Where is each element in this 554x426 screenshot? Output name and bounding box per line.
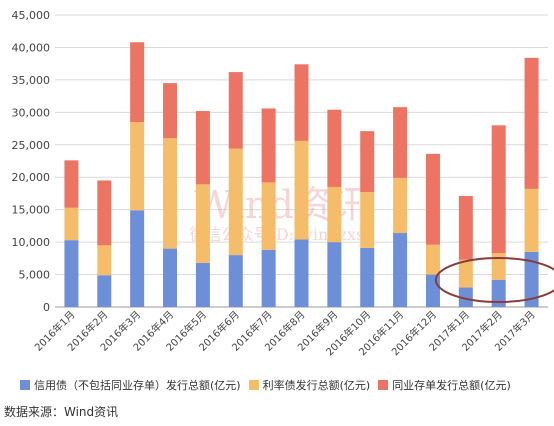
bar-segment-rate: [130, 122, 145, 211]
bar-segment-credit: [163, 248, 178, 307]
bar-segment-ncd: [327, 109, 342, 187]
bar-segment-ncd: [163, 83, 178, 139]
bar-segment-rate: [393, 177, 408, 234]
legend: 信用债（不包括同业存单）发行总额(亿元) 利率债发行总额(亿元) 同业存单发行总…: [20, 377, 550, 393]
watermark-title: Wind资讯: [194, 183, 369, 227]
bar-segment-ncd: [393, 107, 408, 178]
bar-segment-credit: [130, 210, 145, 307]
legend-item-ncd: 同业存单发行总额(亿元): [378, 377, 511, 393]
bar-segment-credit: [524, 251, 539, 307]
bar-segment-credit: [425, 274, 440, 307]
bar-segment-credit: [64, 240, 79, 307]
bar-segment-ncd: [360, 131, 375, 193]
bar-segment-ncd: [425, 153, 440, 245]
bar-segment-ncd: [524, 57, 539, 189]
bar-segment-rate: [163, 138, 178, 249]
bar-segment-rate: [360, 192, 375, 248]
bar-segment-rate: [294, 140, 309, 240]
bar-segment-credit: [491, 279, 506, 307]
legend-item-credit: 信用债（不包括同业存单）发行总额(亿元): [20, 377, 241, 393]
bar-segment-ncd: [97, 180, 112, 246]
y-tick-label: 25,000: [12, 139, 51, 152]
y-tick-label: 15,000: [12, 204, 51, 217]
bar-segment-rate: [261, 182, 276, 250]
y-tick-label: 5,000: [19, 269, 51, 282]
annotation-ellipse: [434, 257, 554, 303]
bar-segment-credit: [228, 255, 243, 307]
bar-segment-credit: [327, 242, 342, 307]
watermark-subtitle: 微信公众号ID: windzxsh: [190, 225, 375, 244]
bar-segment-credit: [393, 233, 408, 307]
bar-segment-rate: [327, 186, 342, 243]
bar-segment-rate: [458, 259, 473, 288]
bar-segment-rate: [491, 253, 506, 280]
bar-segment-credit: [195, 262, 210, 307]
y-tick-label: 20,000: [12, 171, 51, 184]
legend-label-rate: 利率债发行总额(亿元): [262, 379, 371, 392]
legend-swatch-ncd: [378, 380, 389, 390]
bar-segment-ncd: [195, 111, 210, 185]
y-tick-label: 10,000: [12, 236, 51, 249]
bar-segment-rate: [97, 245, 112, 276]
bar-segment-ncd: [64, 160, 79, 208]
bar-segment-ncd: [458, 196, 473, 260]
stacked-bar-chart: 0 5,000 10,000 15,000 20,000 25,000 30,000 35,0…: [12, 9, 554, 358]
legend-swatch-rate: [248, 380, 259, 390]
bar-segment-rate: [64, 207, 79, 241]
bar-segment-rate: [195, 184, 210, 263]
bar-segment-credit: [261, 249, 276, 307]
legend-label-credit: 信用债（不包括同业存单）发行总额(亿元): [34, 379, 241, 392]
bar-segment-ncd: [130, 42, 145, 123]
y-tick-label: 30,000: [12, 106, 51, 119]
bar-segment-ncd: [261, 108, 276, 183]
source-note: 数据来源：Wind资讯: [4, 405, 119, 419]
y-tick-label: 35,000: [12, 74, 51, 87]
bar-segment-credit: [458, 287, 473, 307]
bar-segment-credit: [294, 239, 309, 307]
bar-segment-ncd: [228, 72, 243, 149]
bar-segment-rate: [425, 244, 440, 275]
bar-segment-credit: [97, 275, 112, 307]
bar-segment-rate: [228, 148, 243, 256]
legend-swatch-credit: [20, 380, 30, 390]
y-tick-label: 0: [43, 301, 50, 314]
bar-segment-rate: [524, 188, 539, 252]
y-tick-label: 40,000: [12, 41, 51, 54]
bar-segment-credit: [360, 247, 375, 307]
legend-label-ncd: 同业存单发行总额(亿元): [392, 379, 511, 392]
legend-item-rate: 利率债发行总额(亿元): [248, 377, 371, 393]
bar-segment-ncd: [491, 125, 506, 254]
y-tick-label: 45,000: [12, 9, 51, 22]
bar-segment-ncd: [294, 64, 309, 141]
